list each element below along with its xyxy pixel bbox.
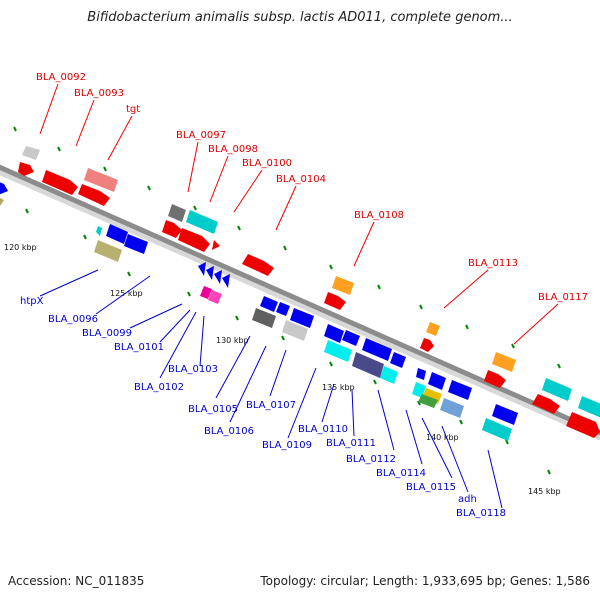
gene-arrow [332,276,354,295]
gene-arrow [222,274,230,288]
gene-label: adh [458,494,477,505]
gene-arrow [0,182,8,195]
gene-arrow [416,368,426,380]
scale-label: 120 kbp [4,243,37,252]
gene-arrow [276,302,290,316]
reverse-genes [0,198,518,441]
gene-label: BLA_0110 [298,424,348,435]
gene-label: BLA_0097 [176,130,226,141]
gene-label: BLA_0114 [376,468,426,479]
gene-arrow [324,292,346,310]
genome-summary-text: Topology: circular; Length: 1,933,695 bp… [260,574,590,588]
gene-arrow [362,338,392,361]
gene-arrow [566,412,600,438]
scale-label: 130 kbp [216,336,249,345]
gene-label: BLA_0109 [262,440,312,451]
gene-arrow [324,324,344,343]
gene-label: BLA_0106 [204,426,254,437]
gene-arrow [282,320,308,341]
gene-label: BLA_0103 [168,364,218,375]
forward-genes [0,146,600,438]
gene-label: BLA_0105 [188,404,238,415]
scale-label: 140 kbp [426,433,459,442]
gene-label: BLA_0098 [208,144,258,155]
gene-arrow [426,322,440,336]
gene-label: BLA_0102 [134,382,184,393]
gene-label: BLA_0107 [246,400,296,411]
gene-label: BLA_0115 [406,482,456,493]
gene-arrow [542,378,572,401]
gene-label: BLA_0104 [276,174,326,185]
gene-arrow [420,338,434,352]
gene-arrow [94,240,122,262]
tick-track-outer [13,126,561,369]
gene-arrow [106,224,128,244]
gene-arrow [324,340,352,362]
gene-arrow [206,266,214,280]
gene-arrow [178,228,210,252]
scale-label: 125 kbp [110,289,143,298]
gene-arrow [578,396,600,418]
gene-arrow [380,366,398,384]
scale-label: 145 kbp [528,487,561,496]
top-leaders [39,83,559,345]
scale-label: 135 kbp [322,383,355,392]
gene-arrow [78,184,110,206]
gene-arrow [492,352,516,372]
gene-arrow [162,220,182,238]
gene-arrow [84,168,118,192]
bottom-leaders [39,269,503,509]
gene-label: BLA_0100 [242,158,292,169]
gene-arrow [290,308,314,328]
gene-label: BLA_0111 [326,438,376,449]
gene-label: BLA_0112 [346,454,396,465]
gene-arrow [260,296,278,312]
gene-arrow [212,240,220,250]
gene-arrow [242,254,274,276]
gene-arrow [428,372,446,390]
gene-arrow [352,352,384,378]
gene-label: BLA_0101 [114,342,164,353]
gene-arrow [208,290,222,304]
gene-arrow [96,226,102,236]
gene-arrow [200,286,212,299]
gene-arrow [342,330,360,346]
gene-arrow [42,170,78,195]
gene-arrow [252,308,276,328]
gene-arrow [482,418,512,441]
gene-arrow [390,352,406,368]
gene-arrow [18,162,34,176]
gene-label: htpX [20,296,44,307]
gene-arrow [440,398,464,418]
gene-label: BLA_0108 [354,210,404,221]
gene-label: BLA_0117 [538,292,588,303]
gene-arrow [214,270,222,284]
map-title: Bifidobacterium animalis subsp. lactis A… [87,10,513,25]
tick-track-inner [25,208,551,475]
accession-text: Accession: NC_011835 [8,574,145,588]
gene-arrow [22,146,40,160]
gene-arrow [484,370,506,388]
gene-arrow [124,234,148,254]
gene-arrow [198,262,206,276]
gene-label: BLA_0113 [468,258,518,269]
gene-arrow [186,210,218,234]
gene-label: BLA_0118 [456,508,506,519]
gene-arrow [412,382,426,398]
genome-backbone [0,164,600,436]
gene-arrow [448,380,472,400]
gene-arrow [418,394,438,408]
gene-arrow [0,198,4,206]
gene-label: BLA_0096 [48,314,98,325]
gene-label: BLA_0099 [82,328,132,339]
gene-label: BLA_0092 [36,72,86,83]
gene-arrow [532,394,560,414]
gene-label: BLA_0093 [74,88,124,99]
gene-label: tgt [126,104,140,115]
gene-arrow [168,204,186,222]
backbone-shadow [0,165,600,441]
gene-arrow [492,404,518,425]
